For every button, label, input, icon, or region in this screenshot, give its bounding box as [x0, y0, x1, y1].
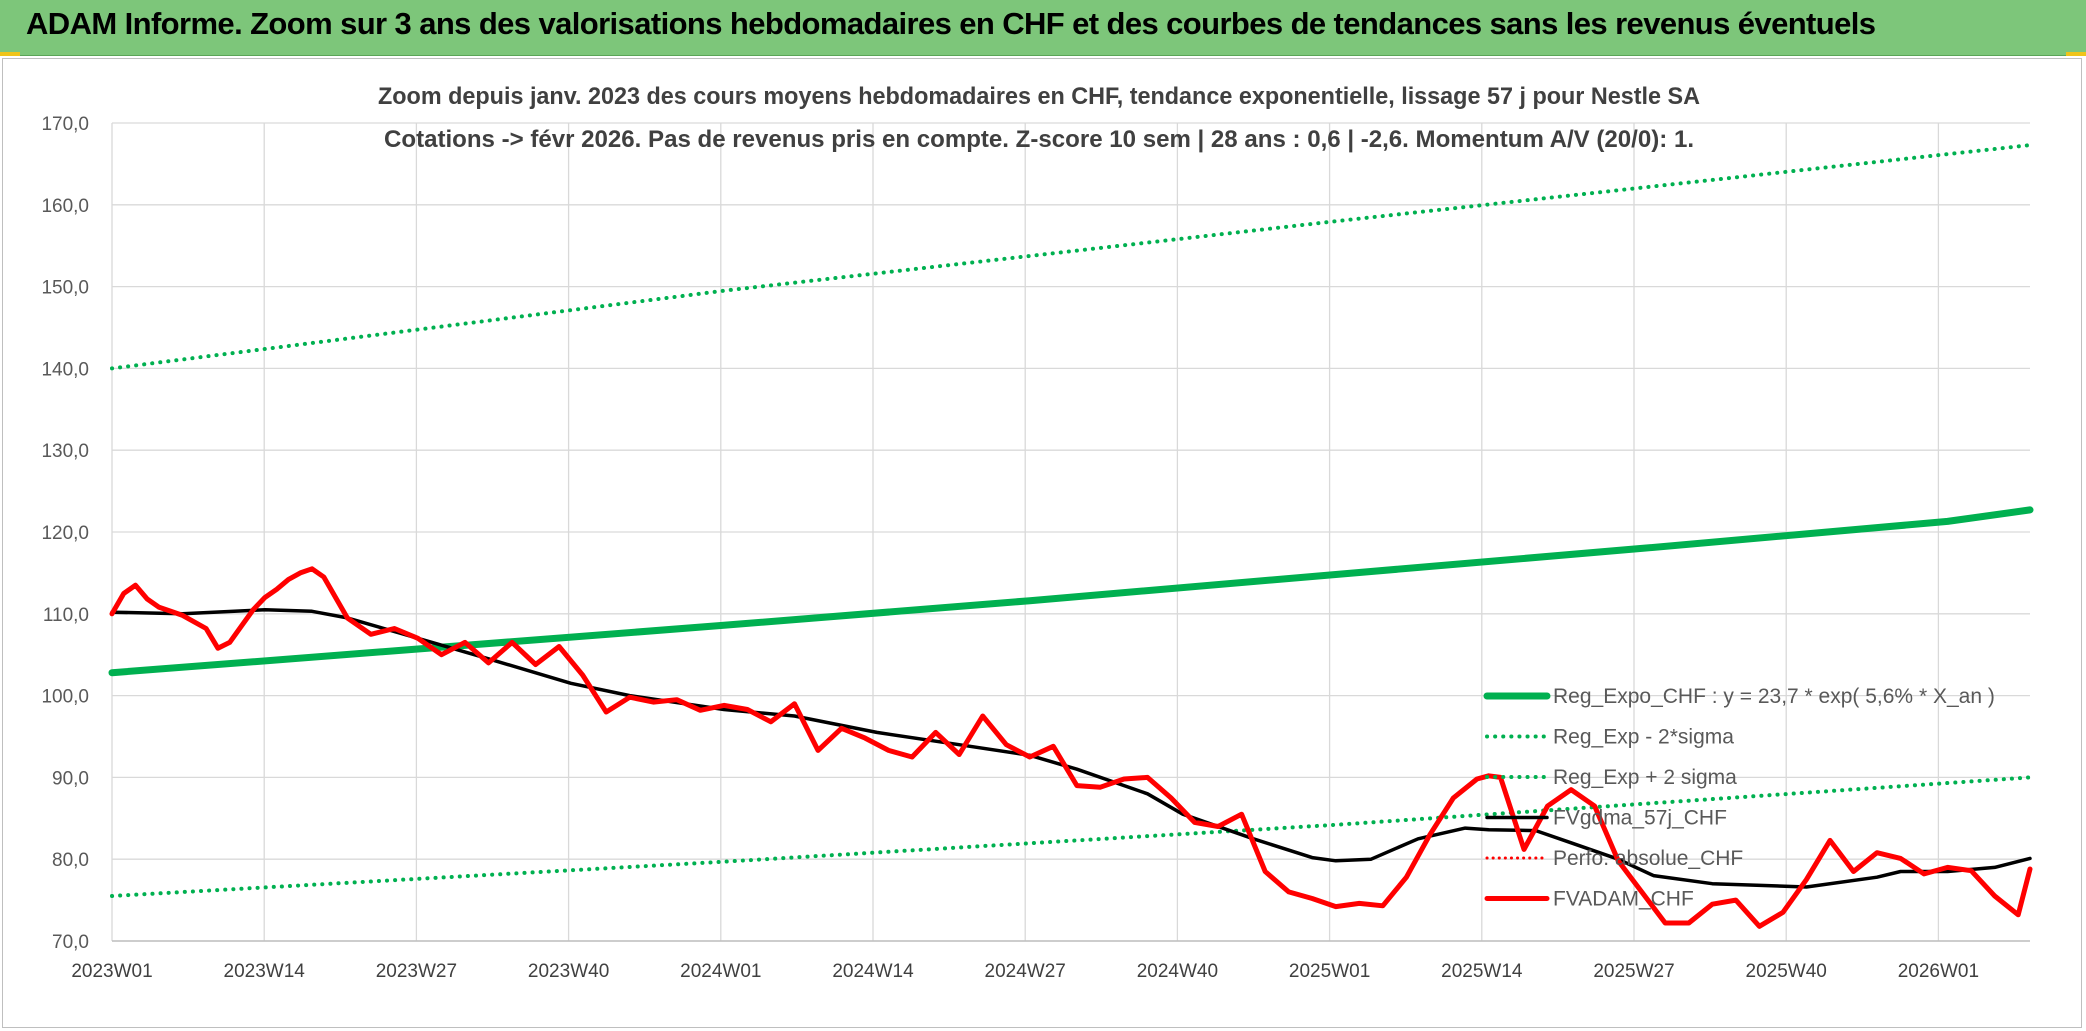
y-tick-label: 110,0 [43, 605, 89, 626]
chart-grid [111, 122, 2030, 942]
x-tick-label: 2024W40 [1137, 961, 1218, 982]
report-header: ADAM Informe. Zoom sur 3 ans des valoris… [0, 0, 2086, 56]
reg-expo-line [108, 506, 2034, 677]
chart-series [108, 143, 2034, 929]
y-tick-label: 140,0 [41, 359, 89, 380]
y-tick-label: 170,0 [41, 114, 89, 135]
reg-minus-2sigma-line [110, 775, 2032, 898]
legend-label: Reg_Exp - 2*sigma [1553, 726, 1734, 749]
chart-legend: Reg_Expo_CHF : y = 23,7 * exp( 5,6% * X_… [1483, 685, 1995, 911]
x-tick-label: 2026W01 [1898, 961, 1979, 982]
y-tick-label: 150,0 [41, 278, 89, 299]
legend-label: Perfo. absolue_CHF [1553, 847, 1743, 870]
chart-title-line1: Zoom depuis janv. 2023 des cours moyens … [378, 83, 1700, 110]
header-right-accent [2066, 52, 2086, 56]
report-title: ADAM Informe. Zoom sur 3 ans des valoris… [26, 6, 1876, 41]
chart-axes: 70,0 80,0 90,0 100,0 110,0 120,0 130,0 140,0 150… [41, 114, 2030, 982]
legend-label: Reg_Expo_CHF : y = 23,7 * exp( 5,6% * X_… [1553, 685, 1995, 708]
legend-label: Reg_Exp + 2 sigma [1553, 766, 1737, 789]
x-tick-label: 2023W01 [71, 961, 152, 982]
y-tick-label: 160,0 [41, 196, 89, 217]
y-tick-label: 120,0 [41, 523, 89, 544]
chart-svg: 70,0 80,0 90,0 100,0 110,0 120,0 130,0 140,0 150… [41, 83, 2034, 982]
x-tick-label: 2025W40 [1746, 961, 1827, 982]
y-tick-label: 70,0 [52, 932, 89, 953]
x-tick-label: 2023W27 [376, 961, 457, 982]
reg-plus-2sigma-line [110, 143, 2032, 371]
x-tick-label: 2024W01 [680, 961, 761, 982]
chart-title-line2: Cotations -> févr 2026. Pas de revenus p… [384, 126, 1694, 153]
x-tick-label: 2023W14 [224, 961, 306, 982]
header-left-accent [0, 52, 20, 56]
fvadam-line [109, 566, 2033, 929]
x-tick-label: 2023W40 [528, 961, 609, 982]
y-tick-label: 100,0 [41, 687, 89, 708]
chart-area: 70,0 80,0 90,0 100,0 110,0 120,0 130,0 140,0 150… [2, 58, 2082, 1028]
x-tick-label: 2024W27 [985, 961, 1066, 982]
x-tick-label: 2025W27 [1593, 961, 1674, 982]
x-tick-label: 2024W14 [832, 961, 914, 982]
legend-label: FVADAM_CHF [1553, 888, 1694, 911]
x-tick-label: 2025W14 [1441, 961, 1523, 982]
y-tick-label: 130,0 [41, 441, 89, 462]
y-tick-label: 90,0 [52, 768, 89, 789]
x-tick-label: 2025W01 [1289, 961, 1370, 982]
legend-label: FVgdma_57j_CHF [1553, 807, 1727, 830]
y-tick-label: 80,0 [52, 850, 89, 871]
